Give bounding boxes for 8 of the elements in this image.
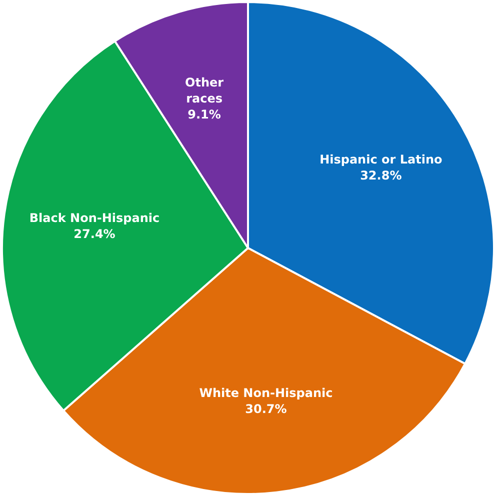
slice-label: White Non-Hispanic [199,386,333,400]
data-label: 27.4% [74,226,116,241]
slice-label: Black Non-Hispanic [29,210,160,225]
slice-label: Other races [185,75,224,106]
data-label: 30.7% [245,402,287,416]
data-label: 9.1% [188,107,221,122]
data-label: 32.8% [360,168,402,182]
slice-label: Hispanic or Latino [320,152,442,166]
